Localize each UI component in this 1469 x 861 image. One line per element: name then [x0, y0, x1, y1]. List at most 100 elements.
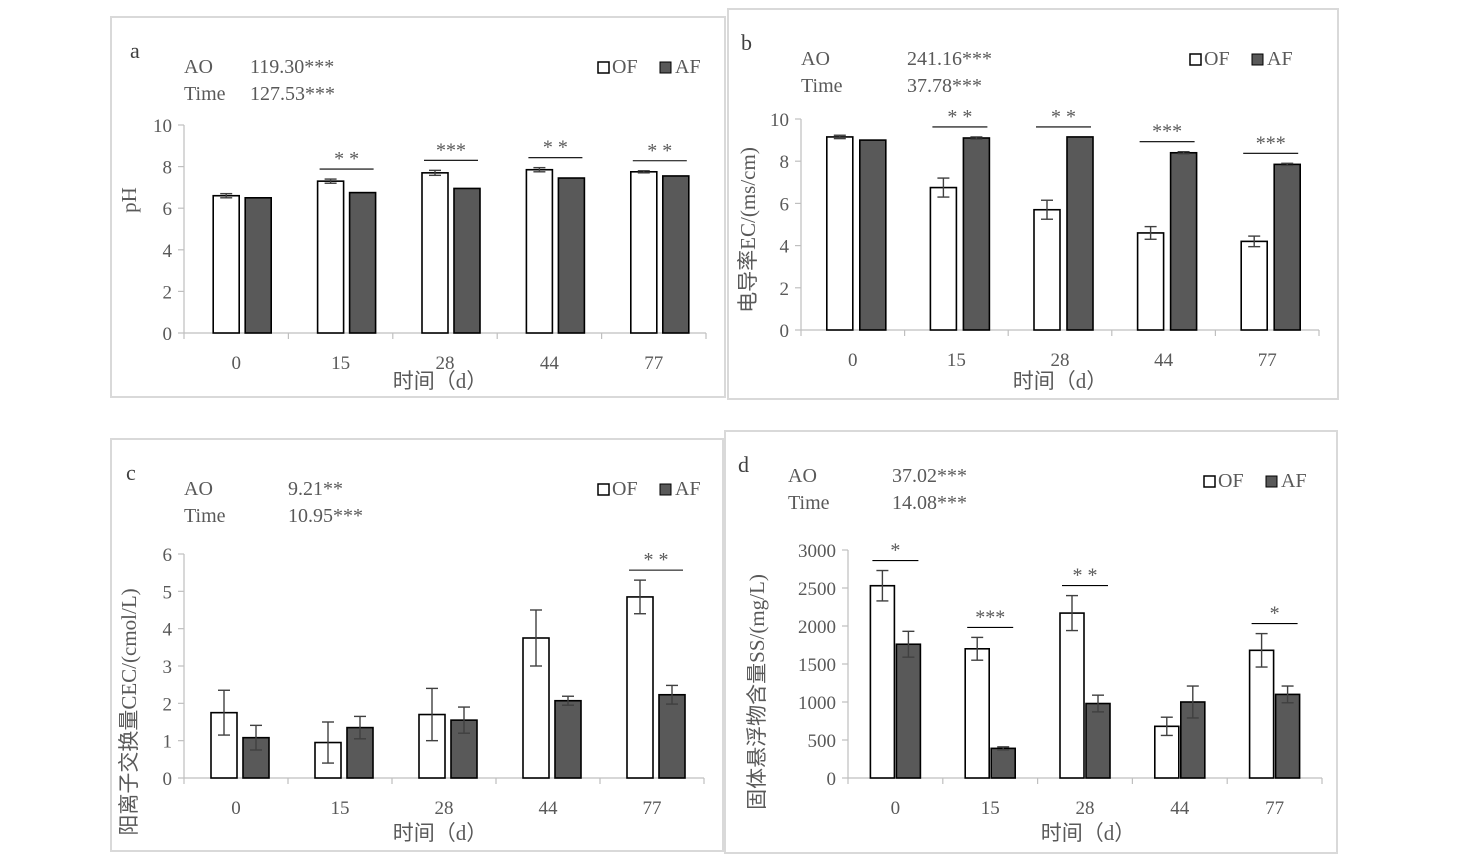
- significance-mark: ***: [1152, 121, 1182, 143]
- x-tick-label: 0: [231, 798, 241, 819]
- bar-af: [990, 747, 1017, 779]
- bar-of: [826, 136, 854, 331]
- y-tick-label: 0: [780, 321, 790, 342]
- panel-label: d: [738, 452, 749, 477]
- y-axis-label: 阳离子交换量CEC/(cmol/L): [117, 588, 141, 835]
- x-tick-label: 44: [539, 798, 559, 819]
- panel-d: d AO 37.02*** Time 14.08*** OF AF 0 500 1000 1500 2…: [724, 430, 1338, 854]
- legend-entry: OF: [1204, 48, 1230, 70]
- bar-of: [212, 194, 240, 334]
- significance-mark: ***: [1256, 132, 1286, 154]
- bar-af: [859, 139, 887, 331]
- legend-swatch-af: [659, 61, 672, 74]
- legend-swatch-af: [659, 483, 672, 496]
- y-tick-label: 2: [780, 279, 790, 300]
- bar-af: [1273, 163, 1302, 331]
- y-tick-label: 5: [163, 582, 173, 603]
- stat-value: 119.30***: [250, 56, 334, 78]
- significance-mark: *: [890, 540, 900, 562]
- bar-af: [895, 643, 922, 779]
- x-tick-label: 28: [435, 798, 454, 819]
- legend-swatch-af: [1265, 475, 1278, 488]
- x-tick-label: 15: [981, 798, 1000, 819]
- stat-name: AO: [801, 48, 830, 70]
- y-axis-label: 电导率EC/(ms/cm): [736, 147, 760, 313]
- y-tick-label: 2: [163, 282, 173, 303]
- bar-of: [964, 648, 990, 779]
- bar-af: [453, 187, 481, 334]
- stat-name: AO: [788, 465, 817, 487]
- x-tick-label: 44: [1154, 350, 1174, 371]
- y-tick-label: 500: [808, 731, 837, 752]
- y-tick-label: 10: [153, 116, 172, 137]
- bar-af: [661, 175, 690, 334]
- x-tick-label: 77: [1258, 350, 1277, 371]
- x-tick-label: 44: [1170, 798, 1190, 819]
- x-tick-label: 77: [643, 798, 662, 819]
- x-axis-label: 时间（d）: [393, 821, 488, 845]
- y-axis-label: pH: [117, 187, 141, 213]
- x-tick-label: 77: [644, 353, 663, 374]
- y-tick-label: 0: [827, 769, 837, 790]
- y-tick-label: 10: [770, 110, 789, 131]
- legend-swatch-af: [1251, 53, 1264, 66]
- y-tick-label: 8: [780, 152, 790, 173]
- x-axis-label: 时间（d）: [1041, 821, 1136, 845]
- panel-b: b AO 241.16*** Time 37.78*** OF AF 0 2 4 6 8 10 0 15 28…: [727, 8, 1339, 400]
- significance-mark: ***: [975, 606, 1005, 628]
- significance-mark: * *: [1051, 106, 1076, 128]
- bar-af: [557, 177, 586, 334]
- bar-of: [869, 584, 896, 779]
- legend-entry: OF: [1218, 470, 1244, 492]
- bar-af: [1066, 136, 1094, 331]
- significance-mark: *: [1270, 603, 1280, 625]
- stat-name: AO: [184, 478, 213, 500]
- significance-mark: * *: [334, 148, 359, 170]
- legend-entry: AF: [1267, 48, 1293, 70]
- legend-entry: OF: [612, 478, 638, 500]
- significance-mark: ***: [436, 139, 466, 161]
- significance-mark: * *: [644, 549, 669, 571]
- stat-name: Time: [788, 492, 830, 514]
- chart-a: a AO 119.30*** Time 127.53*** OF AF 0 2 4 6 8 10 0 15 2…: [117, 38, 707, 393]
- legend-swatch-of: [1189, 53, 1202, 66]
- panel-label: b: [741, 30, 752, 55]
- y-tick-label: 2500: [798, 579, 836, 600]
- x-tick-label: 44: [540, 353, 560, 374]
- x-axis-label: 时间（d）: [393, 369, 488, 393]
- stat-value: 241.16***: [907, 48, 992, 70]
- y-tick-label: 6: [780, 194, 790, 215]
- y-tick-label: 3000: [798, 541, 836, 562]
- bar-of: [1033, 208, 1061, 331]
- y-tick-label: 0: [163, 769, 173, 790]
- bar-of: [626, 596, 654, 779]
- panel-a: a AO 119.30*** Time 127.53*** OF AF 0 2 4 6 8 10 0 15 2…: [110, 16, 726, 398]
- stat-value: 37.78***: [907, 75, 982, 97]
- x-tick-label: 28: [1076, 798, 1095, 819]
- bar-af: [1085, 702, 1111, 779]
- bar-of: [421, 172, 449, 334]
- bar-of: [1136, 232, 1165, 331]
- significance-mark: * *: [647, 140, 672, 162]
- bar-af: [1274, 693, 1301, 779]
- bar-of: [929, 186, 958, 331]
- chart-b: b AO 241.16*** Time 37.78*** OF AF 0 2 4 6 8 10 0 15 28…: [736, 30, 1320, 393]
- bar-af: [348, 191, 377, 334]
- y-tick-label: 6: [163, 199, 173, 220]
- x-axis-label: 时间（d）: [1013, 369, 1108, 393]
- significance-mark: * *: [543, 137, 568, 159]
- significance-mark: * *: [1073, 565, 1098, 587]
- bar-of: [316, 180, 345, 334]
- x-tick-label: 0: [231, 353, 241, 374]
- significance-mark: * *: [947, 106, 972, 128]
- panel-c: c AO 9.21** Time 10.95*** OF AF 0 1 2 3 4 5 6 0 15 28 44 7…: [110, 438, 724, 852]
- legend-entry: AF: [675, 56, 701, 78]
- stat-value: 14.08***: [892, 492, 967, 514]
- stat-value: 10.95***: [288, 505, 363, 527]
- x-tick-label: 15: [331, 353, 350, 374]
- legend-entry: AF: [675, 478, 701, 500]
- y-tick-label: 4: [163, 620, 173, 641]
- chart-d: d AO 37.02*** Time 14.08*** OF AF 0 500 1000 1500 2…: [738, 452, 1323, 845]
- y-tick-label: 0: [163, 324, 173, 345]
- stat-name: Time: [184, 505, 226, 527]
